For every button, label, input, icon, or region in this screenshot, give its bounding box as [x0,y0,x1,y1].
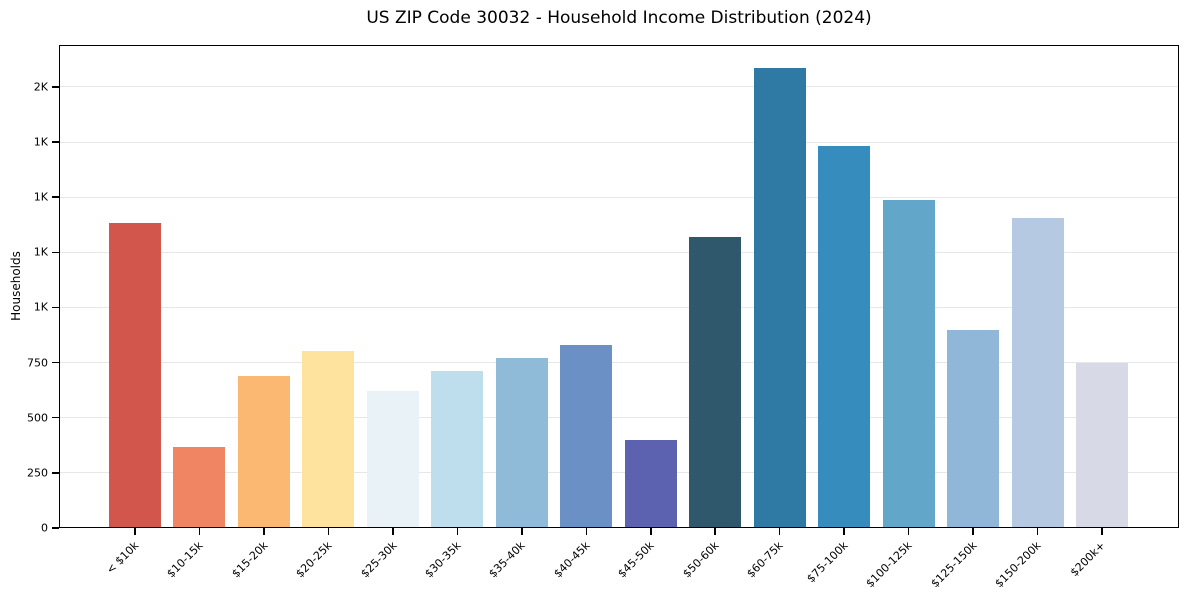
x-tick-mark [843,528,845,535]
x-tick-mark [650,528,652,535]
x-tick-mark [972,528,974,535]
chart-title: US ZIP Code 30032 - Household Income Dis… [366,8,872,28]
bar-10k [109,222,161,528]
y-tick-mark [52,141,59,143]
x-tick-mark [327,528,330,535]
x-tick-mark [585,528,588,535]
x-tick-label: $40-45k [551,539,593,581]
y-tick-label: 250 [27,466,48,480]
bar-200k [1076,362,1129,528]
x-tick-label: $10-15k [164,539,206,581]
gridline-1000 [59,306,1179,308]
x-tick-label: < $10k [103,539,142,577]
x-tick-label: $200k+ [1068,539,1109,580]
y-tick-mark [52,361,59,364]
y-tick-mark [52,306,59,309]
x-tick-label: $30-35k [422,539,464,581]
y-tick-label: 1K [33,135,48,149]
y-tick-mark [52,86,59,88]
gridline-1500 [59,196,1179,198]
bar-75-100k [818,146,871,528]
x-tick-label: $75-100k [804,539,851,586]
x-tick-mark [714,528,716,535]
x-tick-mark [521,528,523,535]
gridline-250 [59,472,1179,474]
bar-15-20k [237,375,290,528]
gridline-1750 [59,141,1179,143]
y-tick-label: 750 [27,356,48,370]
x-tick-label: $125-150k [928,539,980,590]
x-tick-label: $35-40k [486,539,529,581]
y-tick-label: 1K [33,300,48,314]
x-tick-label: $45-50k [615,539,657,581]
bar-150-200k [1011,217,1064,528]
bar-35-40k [495,358,548,528]
gridline-750 [59,362,1179,364]
x-tick-mark [907,528,910,535]
y-tick-mark [52,527,59,529]
y-tick-mark [52,472,59,474]
x-tick-label: $15-20k [228,539,271,581]
bar-25-30k [366,391,419,528]
bar-20-25k [302,350,355,528]
bar-10-15k [173,447,226,528]
x-tick-label: $50-60k [680,539,722,581]
x-tick-label: $25-30k [357,539,400,581]
x-tick-label: $100-125k [863,539,915,590]
x-tick-mark [392,528,394,535]
bar-50-60k [689,236,742,528]
gridline-1250 [59,251,1179,253]
y-axis-label: Households [9,251,23,321]
y-tick-label: 0 [41,521,48,535]
bar-40-45k [560,344,613,528]
bar-125-150k [947,329,1000,528]
y-tick-label: 500 [27,411,48,425]
x-tick-mark [1036,528,1039,535]
x-tick-label: $60-75k [744,539,786,581]
y-tick-mark [52,196,59,198]
x-tick-label: $150-200k [992,539,1044,590]
y-tick-mark [52,416,59,419]
x-tick-mark [456,528,459,535]
y-tick-mark [52,251,59,254]
gridline-2000 [59,86,1179,88]
gridline-500 [59,417,1179,419]
bar-100-125k [882,199,935,528]
x-tick-mark [263,528,265,535]
plot-area [59,45,1179,528]
y-tick-label: 1K [33,190,48,204]
x-tick-mark [198,528,201,535]
y-tick-label: 2K [33,80,48,94]
bar-60-75k [753,68,806,528]
bar-45-50k [624,439,677,528]
y-tick-label: 1K [33,245,48,259]
bar-30-35k [431,371,484,528]
x-tick-mark [1101,528,1103,535]
x-tick-mark [134,528,136,535]
x-tick-mark [778,528,781,535]
x-tick-label: $20-25k [293,539,335,581]
